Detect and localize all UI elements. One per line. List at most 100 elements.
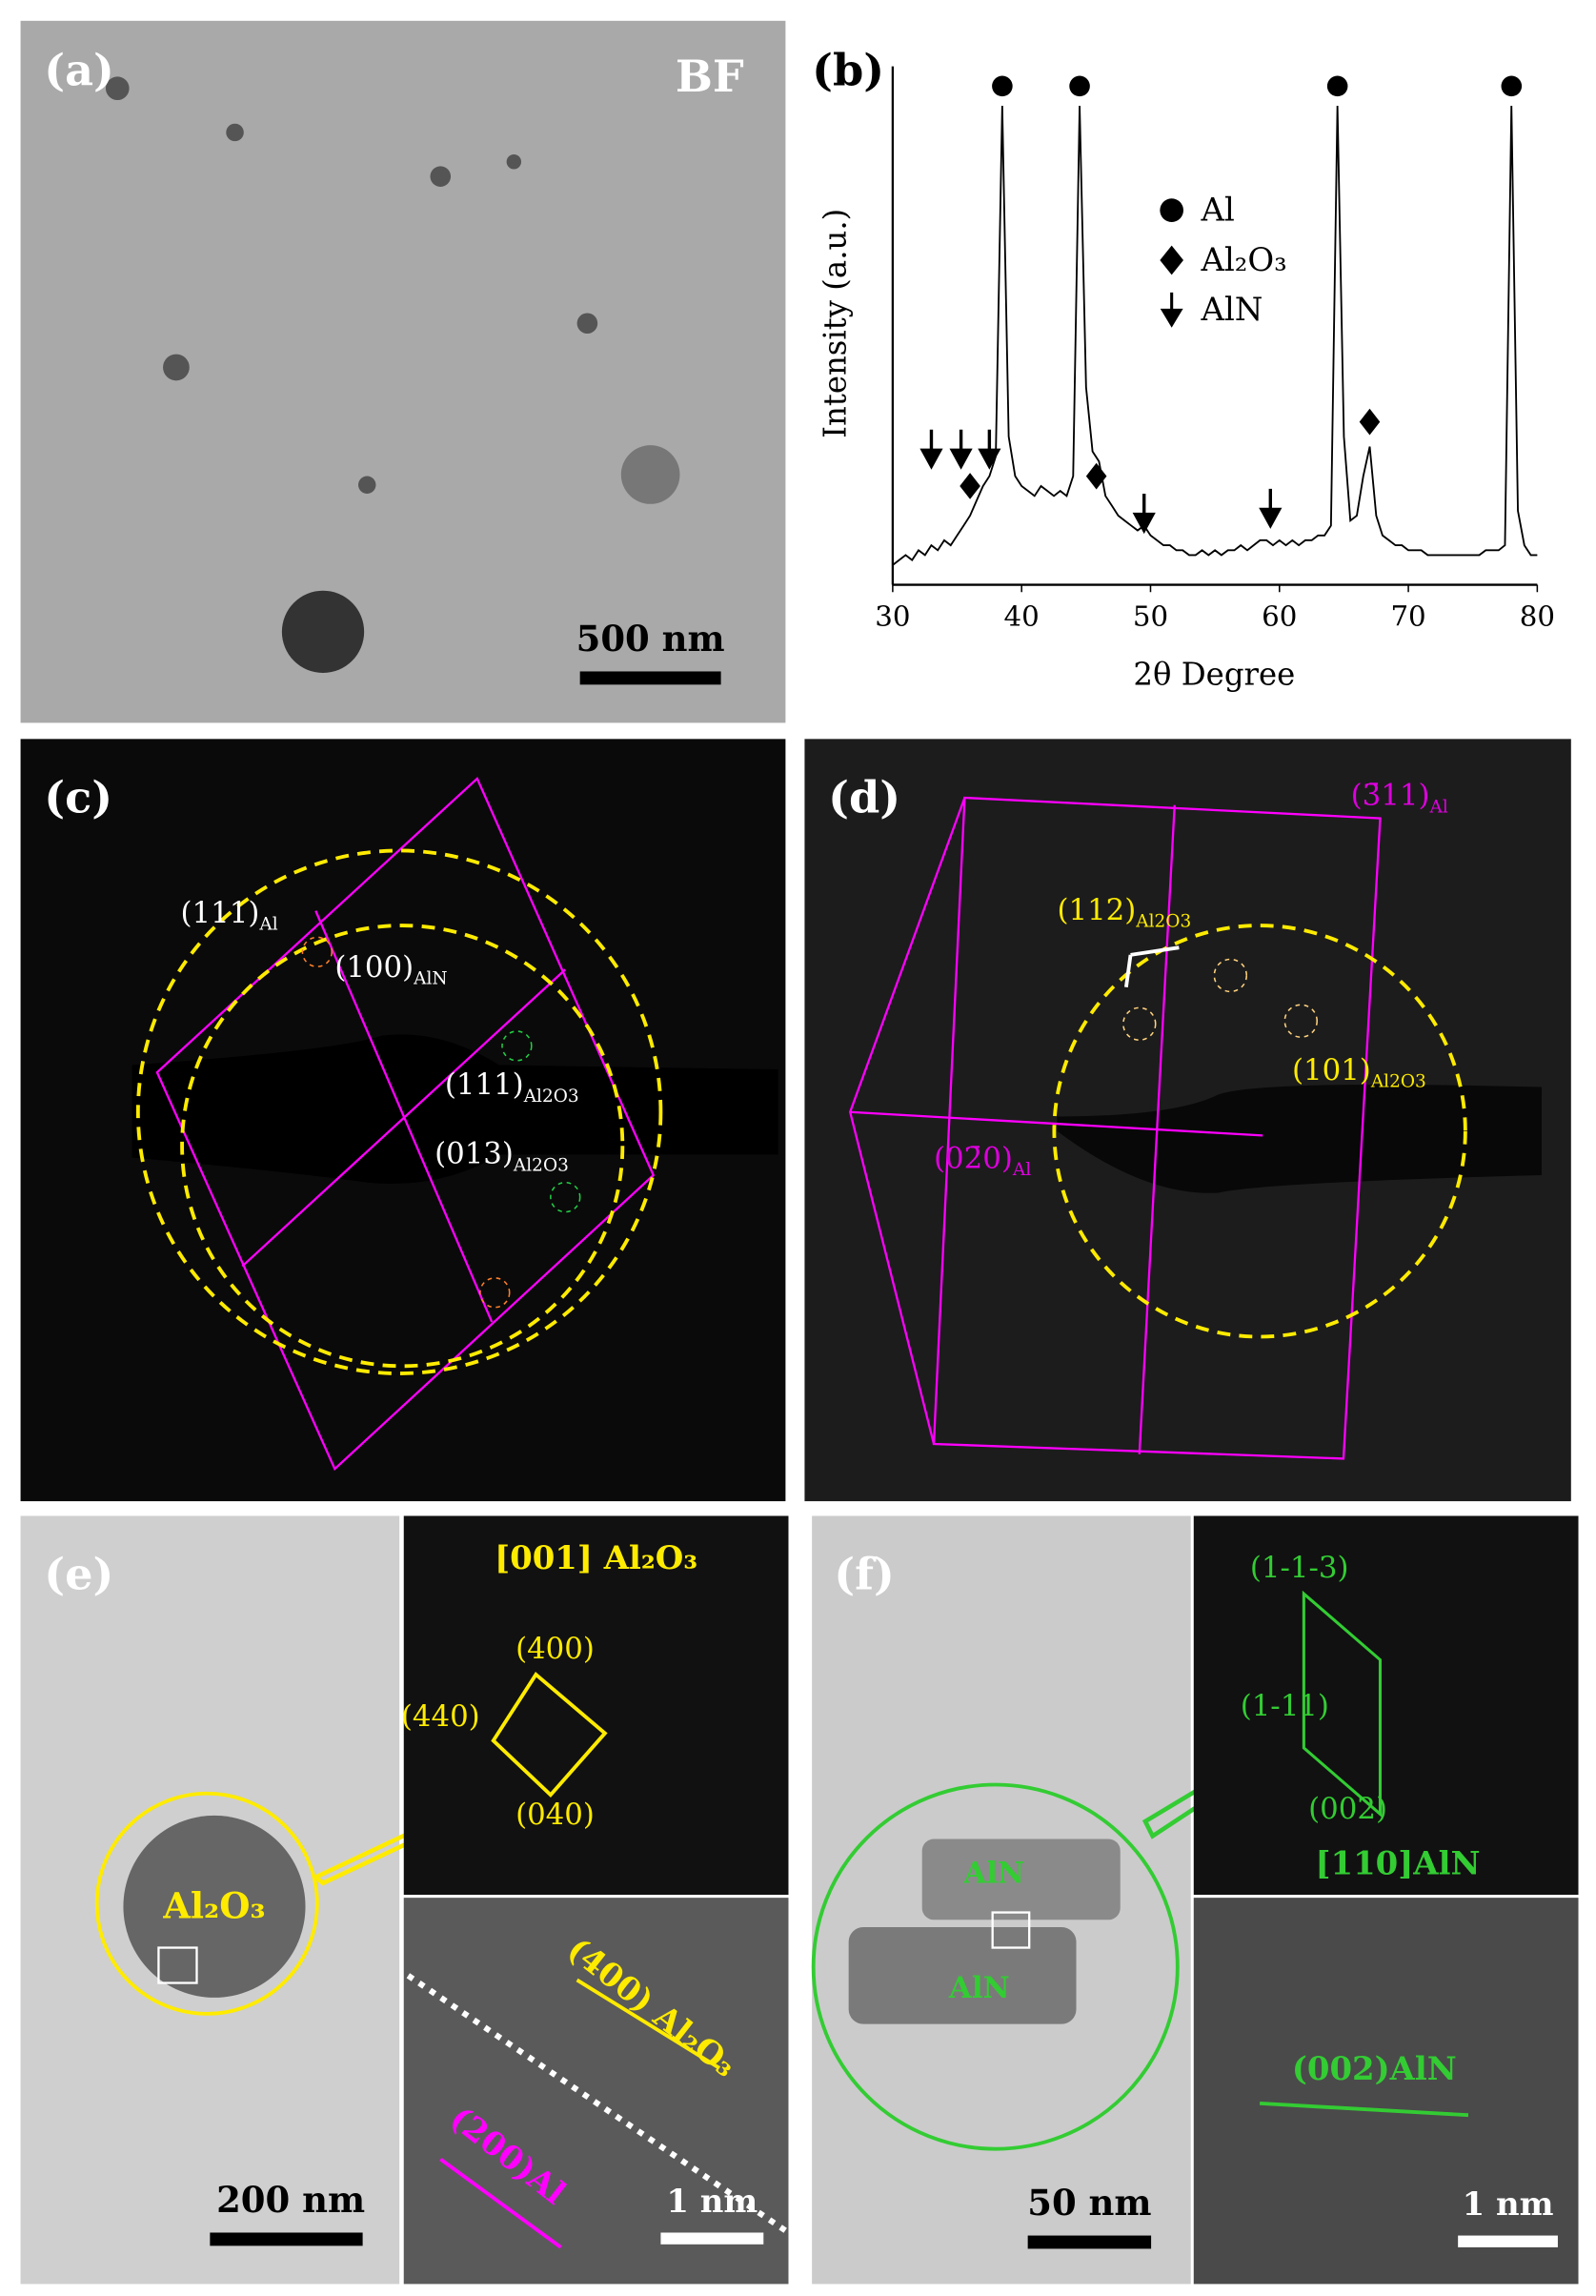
spot-label: (111)Al [181, 896, 278, 935]
panel-label: (b) [812, 45, 884, 96]
hkl: (111) [181, 896, 260, 930]
spot-label: (440) [401, 1699, 480, 1734]
spot-label: (400) [515, 1632, 595, 1666]
phase: Al2O3 [513, 1155, 569, 1175]
zone-label: [110]AlN [1315, 1843, 1480, 1881]
fringe-line [439, 2157, 562, 2249]
particle-circle [811, 1782, 1180, 2151]
particle-circle [94, 1791, 319, 2016]
peak-marker [1259, 488, 1283, 529]
beam-stop [1057, 1084, 1542, 1193]
ring-overlay [1052, 924, 1467, 1339]
panel-label: (d) [828, 771, 900, 823]
mode-label: BF [676, 51, 744, 102]
phase: Al2O3 [1370, 1072, 1426, 1092]
peak-marker [1069, 75, 1090, 97]
legend-symbol [1160, 198, 1183, 222]
bf-image [20, 20, 786, 723]
spot-label: (111)Al2O3 [445, 1067, 579, 1107]
peak-marker [978, 429, 1001, 470]
x-tick-label: 80 [1520, 600, 1555, 633]
panel-label: (e) [44, 1549, 113, 1600]
scale-label: 200 nm [216, 2179, 365, 2221]
spot-label: (02̄0)Al [934, 1141, 1031, 1180]
spot-circles [301, 936, 581, 1309]
beam-stop [131, 1034, 778, 1185]
scale-label: 50 nm [1027, 2182, 1151, 2224]
hrtem-image [403, 1898, 789, 2285]
phase: Al [258, 915, 277, 935]
peak-marker [949, 429, 973, 470]
legend-label: Al₂O₃ [1200, 241, 1286, 278]
scale-label: 1 nm [666, 2182, 758, 2220]
spot-label: (1-1-3) [1250, 1551, 1349, 1585]
pattern-overlay [848, 796, 1382, 1460]
hkl: (013) [434, 1137, 514, 1171]
spot-label: (3̄11)Al [1351, 779, 1448, 818]
panel-label: (f) [834, 1549, 895, 1600]
x-tick-label: 70 [1390, 600, 1425, 633]
fringe-line [576, 1978, 721, 2070]
peak-marker [1326, 75, 1348, 97]
scale-label: 1 nm [1463, 2184, 1554, 2223]
spot-label: (100)AlN [334, 950, 447, 989]
legend-symbol [1160, 292, 1183, 328]
spot-circles [1122, 958, 1318, 1042]
scale-bar [579, 671, 721, 685]
peak-marker [992, 75, 1013, 97]
peak-marker [919, 429, 943, 470]
phase: Al [1428, 797, 1447, 817]
hkl: (101) [1292, 1053, 1371, 1087]
scale-label: 500 nm [576, 618, 725, 660]
xrd-plot: 30 40 50 60 70 80 Al Al₂O₃ AlN [875, 66, 1555, 633]
peak-marker [1359, 408, 1381, 436]
hkl: (02̄0) [934, 1141, 1013, 1175]
panel-label: (a) [44, 45, 114, 96]
hkl: (111) [445, 1067, 524, 1102]
particle [921, 1839, 1121, 1920]
y-axis-title: Intensity (a.u.) [818, 209, 854, 438]
x-tick-label: 40 [1004, 600, 1040, 633]
peak-marker [1132, 494, 1156, 535]
spot-label: (013)Al2O3 [434, 1137, 569, 1176]
panel-label: (c) [44, 771, 112, 823]
x-axis-title: 2θ Degree [1133, 656, 1295, 692]
legend-symbol [1160, 245, 1183, 275]
vector-arrows [1123, 945, 1180, 988]
pattern-overlay [491, 1672, 608, 1798]
peak-marker [1501, 75, 1523, 97]
fft-image [1193, 1515, 1579, 1896]
legend-label: AlN [1200, 291, 1263, 328]
pattern-overlay [1302, 1590, 1383, 1818]
spot-label: (112)Al2O3 [1057, 893, 1191, 932]
particle [848, 1926, 1077, 2024]
xrd-line [892, 106, 1538, 566]
spot-label: (002) [1308, 1792, 1387, 1826]
hkl: (100) [334, 950, 414, 985]
phase: Al [1012, 1160, 1031, 1180]
ring-overlay [135, 848, 663, 1375]
hkl: (112) [1057, 893, 1136, 927]
peak-marker [1085, 462, 1107, 490]
interface [406, 1973, 791, 2236]
particle [123, 1815, 306, 1998]
zone-label: [001] Al₂O₃ [495, 1538, 697, 1576]
x-tick-label: 60 [1262, 600, 1297, 633]
spot-label: (040) [515, 1798, 595, 1832]
hr-region [991, 1911, 1031, 1949]
x-tick-label: 50 [1133, 600, 1168, 633]
hrtem-image [1193, 1898, 1579, 2285]
particle-label: AlN [948, 1971, 1010, 2005]
legend-label: Al [1200, 191, 1234, 228]
scale-bar [660, 2232, 764, 2245]
phase: AlN [413, 969, 447, 989]
precipitates [105, 76, 680, 674]
scale-bar [1458, 2235, 1558, 2247]
particle-label: Al₂O₃ [162, 1885, 265, 1927]
peak-marker [960, 473, 980, 499]
x-tick-label: 30 [875, 600, 910, 633]
scale-bar [210, 2232, 363, 2246]
fringe-line [1260, 2101, 1469, 2118]
